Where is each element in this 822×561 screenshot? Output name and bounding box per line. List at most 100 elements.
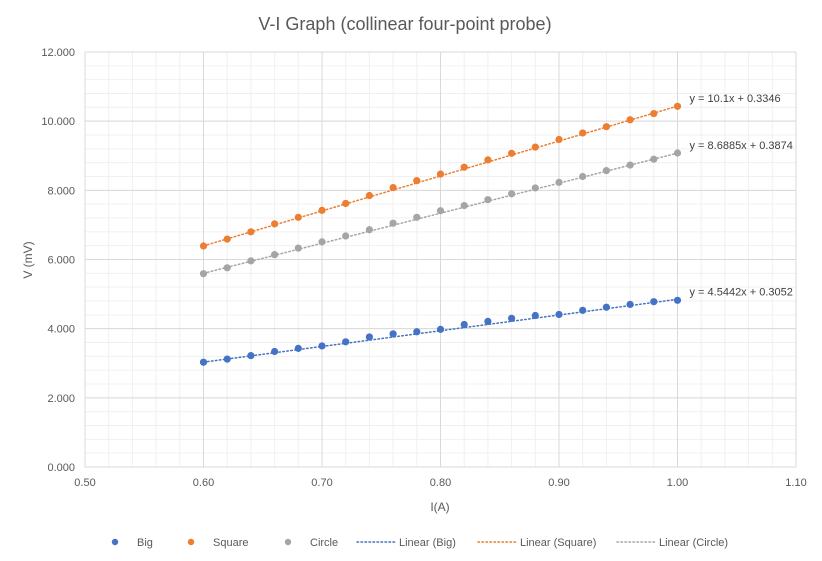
data-point-square: [389, 183, 397, 192]
x-tick-label: 0.50: [74, 477, 95, 489]
legend-marker-square: [187, 538, 195, 546]
data-point-big: [342, 338, 350, 346]
axes: 0.50 0.60 0.70 0.80 0.90 1.00 1.10 0.000 2.000 4.…: [41, 47, 806, 489]
legend-marker-big: [111, 538, 119, 546]
trendline-big: [202, 298, 679, 363]
chart-title: V-I Graph (collinear four-point probe): [258, 14, 551, 34]
data-point-square: [484, 156, 492, 164]
trendline-square: [202, 105, 679, 247]
data-point-big: [247, 352, 255, 360]
data-point-big: [508, 314, 516, 322]
y-tick-label: 12.000: [41, 47, 75, 59]
data-point-square: [508, 149, 516, 157]
data-point-big: [436, 325, 445, 333]
trendline-equation-square: y = 10.1x + 0.3346: [690, 93, 781, 105]
data-point-square: [626, 116, 634, 124]
trendline-equation-circle: y = 8.6885x + 0.3874: [690, 140, 793, 152]
y-tick-label: 8.000: [47, 185, 75, 197]
data-point-big: [199, 358, 208, 366]
legend-trendline-label-big: Linear (Big): [399, 537, 456, 549]
y-tick-label: 2.000: [47, 393, 75, 405]
data-point-circle: [460, 201, 468, 210]
data-point-square: [413, 177, 421, 185]
data-point-circle: [508, 190, 516, 198]
data-point-square: [365, 191, 373, 200]
x-tick-label: 1.00: [667, 477, 688, 489]
data-point-square: [271, 220, 279, 228]
data-point-square: [318, 206, 326, 214]
data-point-big: [484, 317, 492, 326]
data-point-circle: [555, 178, 563, 186]
data-point-square: [199, 242, 208, 250]
data-points: [199, 102, 682, 366]
data-point-square: [650, 109, 658, 118]
data-point-square: [436, 170, 445, 178]
x-tick-label: 0.70: [311, 477, 332, 489]
data-point-circle: [531, 184, 539, 192]
trendline-equation-big: y = 4.5442x + 0.3052: [690, 286, 793, 298]
data-point-circle: [342, 232, 350, 240]
x-tick-label: 1.10: [785, 477, 806, 489]
data-point-big: [389, 330, 397, 338]
data-point-circle: [247, 257, 255, 265]
data-point-circle: [579, 172, 587, 181]
data-point-square: [247, 228, 255, 236]
data-point-circle: [223, 264, 231, 272]
data-point-circle: [673, 149, 682, 157]
data-point-circle: [436, 207, 445, 215]
data-point-big: [531, 311, 539, 320]
data-point-square: [579, 129, 587, 137]
data-point-big: [223, 355, 231, 363]
y-tick-label: 6.000: [47, 255, 75, 267]
y-axis-label: V (mV): [21, 241, 35, 278]
data-point-circle: [199, 270, 208, 278]
x-tick-label: 0.90: [548, 477, 569, 489]
legend-label-big: Big: [137, 537, 153, 549]
legend-label-square: Square: [213, 537, 248, 549]
data-point-circle: [413, 213, 421, 221]
data-point-big: [579, 306, 587, 314]
data-point-big: [271, 347, 279, 356]
legend-trendline-label-square: Linear (Square): [520, 537, 596, 549]
data-point-circle: [318, 238, 326, 246]
data-point-square: [602, 123, 611, 131]
data-point-big: [673, 296, 682, 304]
data-point-big: [460, 320, 468, 329]
data-point-big: [602, 303, 611, 311]
data-point-circle: [602, 167, 611, 175]
data-point-circle: [484, 196, 492, 204]
data-point-circle: [626, 161, 634, 169]
y-tick-label: 0.000: [47, 462, 75, 474]
y-tick-label: 10.000: [41, 116, 75, 128]
data-point-circle: [271, 251, 279, 259]
data-point-circle: [294, 244, 302, 252]
legend: Big Square Circle Linear (Big) Linear (Squar…: [111, 537, 728, 549]
data-point-square: [673, 102, 682, 110]
trendline-equations: y = 4.5442x + 0.3052 y = 10.1x + 0.3346 y …: [690, 93, 793, 298]
data-point-square: [555, 135, 563, 144]
data-point-big: [626, 300, 634, 309]
x-tick-label: 0.80: [430, 477, 451, 489]
data-point-square: [223, 235, 231, 243]
grid: [84, 51, 797, 468]
legend-marker-circle: [284, 538, 292, 546]
data-point-square: [460, 163, 468, 171]
data-point-big: [555, 310, 563, 319]
data-point-circle: [389, 219, 397, 227]
data-point-circle: [365, 226, 373, 234]
x-tick-label: 0.60: [193, 477, 214, 489]
data-point-big: [365, 333, 373, 341]
y-tick-label: 4.000: [47, 324, 75, 336]
data-point-big: [294, 344, 302, 352]
data-point-square: [294, 213, 302, 221]
x-axis-label: I(A): [430, 500, 449, 514]
data-point-square: [342, 199, 350, 208]
data-point-big: [318, 342, 326, 350]
data-point-circle: [650, 155, 658, 163]
data-point-big: [650, 298, 658, 306]
data-point-square: [531, 143, 539, 151]
data-point-big: [413, 328, 421, 336]
legend-label-circle: Circle: [310, 537, 338, 549]
legend-trendline-label-circle: Linear (Circle): [659, 537, 728, 549]
